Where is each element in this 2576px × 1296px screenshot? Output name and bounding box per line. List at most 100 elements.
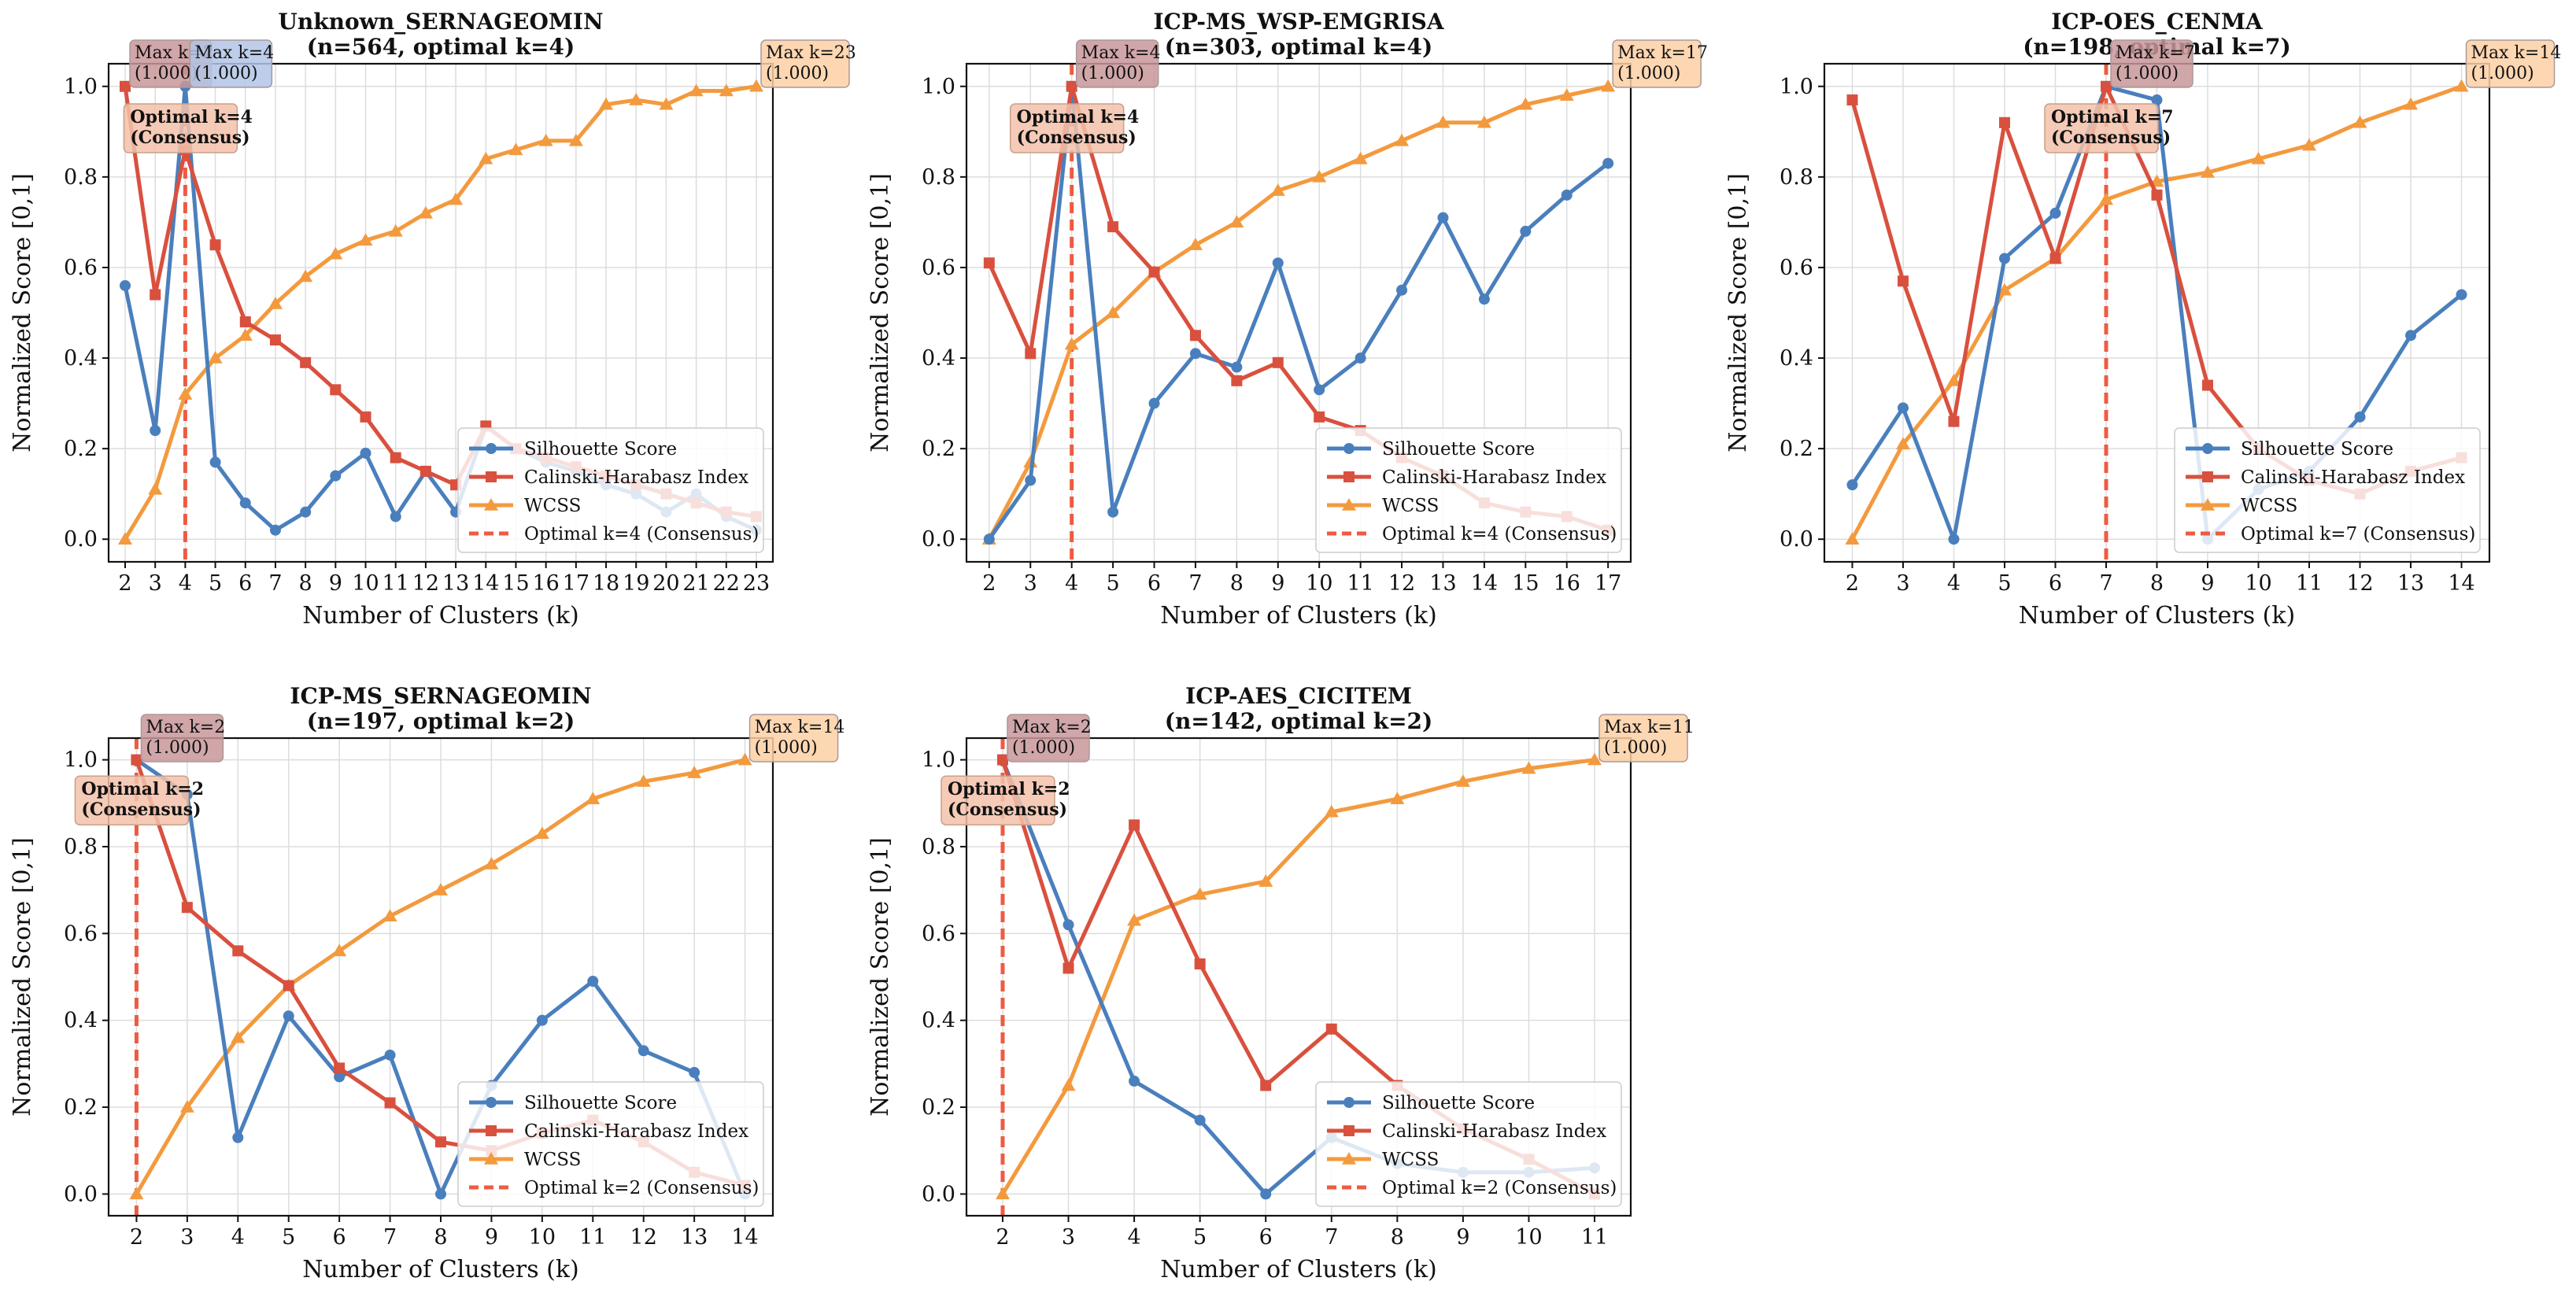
silhouette-point bbox=[536, 1014, 548, 1026]
wcss-point bbox=[1353, 151, 1368, 164]
silhouette-point bbox=[1129, 1075, 1140, 1087]
optimal-annotation-box bbox=[123, 103, 238, 153]
optimal-annotation-line1: Optimal k=4 bbox=[1017, 107, 1140, 127]
silhouette-point bbox=[1231, 361, 1243, 373]
calinski-point bbox=[1998, 116, 2010, 128]
silhouette-point bbox=[1148, 397, 1160, 409]
legend-box bbox=[1315, 1081, 1622, 1207]
x-axis-label: Number of Clusters (k) bbox=[1160, 1256, 1437, 1283]
optimal-annotation-box bbox=[74, 775, 190, 825]
silhouette-point bbox=[283, 1010, 294, 1022]
silhouette-point bbox=[334, 1071, 346, 1083]
max-annotation-box bbox=[2465, 39, 2556, 88]
calinski-point bbox=[269, 334, 281, 346]
silhouette-point bbox=[1437, 212, 1449, 223]
chart-title: ICP-MS_SERNAGEOMIN bbox=[290, 683, 591, 709]
legend-label-wcss: WCSS bbox=[524, 496, 581, 516]
x-tick-label: 2 bbox=[982, 571, 996, 596]
calinski-point bbox=[1948, 415, 1960, 427]
x-tick-label: 14 bbox=[472, 571, 499, 596]
y-tick-label: 0.2 bbox=[922, 1095, 955, 1120]
x-tick-label: 6 bbox=[1259, 1225, 1273, 1250]
chart-subtitle: (n=142, optimal k=2) bbox=[1165, 708, 1433, 734]
x-tick-label: 3 bbox=[1024, 571, 1037, 596]
max-annotation-line1: Max k=11 bbox=[1604, 718, 1695, 737]
silhouette-point bbox=[638, 1045, 649, 1057]
wcss-point bbox=[508, 142, 523, 156]
wcss-point bbox=[1229, 215, 1244, 228]
chart-panel-5: 2 3 4 5 6 7 8 9 10 11 0.0 0.2 0.4 0.6 0.8 1.0 ICP-AES_CI… bbox=[867, 683, 1695, 1283]
legend-label-wcss: WCSS bbox=[524, 1150, 581, 1170]
x-axis-label: Number of Clusters (k) bbox=[1160, 602, 1437, 630]
x-tick-label: 11 bbox=[579, 1225, 606, 1250]
calinski-point bbox=[1314, 411, 1325, 423]
wcss-point bbox=[2201, 165, 2216, 178]
wcss-point bbox=[332, 943, 347, 957]
calinski-point bbox=[1272, 356, 1284, 368]
max-annotation-line1: Max k=14 bbox=[2471, 43, 2562, 63]
y-axis-label: Normalized Score [0,1] bbox=[867, 837, 894, 1117]
legend-label-optimal: Optimal k=2 (Consensus) bbox=[1382, 1178, 1617, 1198]
x-tick-label: 4 bbox=[179, 571, 192, 596]
wcss-point bbox=[719, 83, 734, 97]
silhouette-point bbox=[689, 1066, 700, 1078]
x-tick-label: 10 bbox=[1306, 571, 1332, 596]
x-tick-label: 8 bbox=[1230, 571, 1244, 596]
x-tick-label: 19 bbox=[623, 571, 649, 596]
y-axis-label: Normalized Score [0,1] bbox=[1724, 173, 1752, 452]
silhouette-point bbox=[269, 524, 281, 536]
max-annotation-box bbox=[2110, 39, 2193, 88]
wcss-point bbox=[1518, 97, 1533, 110]
silhouette-series-line bbox=[987, 84, 1610, 541]
wcss-point bbox=[1324, 804, 1339, 818]
y-axis-label: Normalized Score [0,1] bbox=[9, 837, 36, 1117]
chart-title: ICP-AES_CICITEM bbox=[1185, 683, 1412, 709]
calinski-point bbox=[1107, 221, 1119, 233]
wcss-point bbox=[538, 133, 553, 146]
silhouette-point bbox=[239, 497, 251, 509]
calinski-point bbox=[983, 257, 995, 269]
wcss-point bbox=[1312, 169, 1327, 183]
y-tick-label: 0.6 bbox=[1780, 256, 1813, 280]
silhouette-point bbox=[1194, 1114, 1206, 1126]
calinski-point bbox=[1231, 375, 1243, 386]
x-tick-label: 11 bbox=[1581, 1225, 1608, 1250]
axes-frame bbox=[965, 737, 1632, 1217]
x-tick-label: 9 bbox=[1456, 1225, 1469, 1250]
wcss-point bbox=[2098, 192, 2113, 205]
max-annotation-line1: Max k=14 bbox=[755, 718, 845, 737]
silhouette-point bbox=[1189, 348, 1201, 360]
wcss-point bbox=[1895, 437, 1910, 450]
y-tick-label: 0.0 bbox=[64, 1182, 98, 1206]
legend-label-calinski: Calinski-Harabasz Index bbox=[524, 467, 748, 488]
max-annotation-box bbox=[760, 39, 850, 88]
calinski-point bbox=[435, 1136, 446, 1148]
x-tick-label: 12 bbox=[630, 1225, 657, 1250]
silhouette-point bbox=[1520, 225, 1532, 237]
legend-marker-wcss bbox=[1342, 498, 1356, 511]
max-annotation-line1: Max k=2 bbox=[146, 718, 225, 737]
wcss-point bbox=[1845, 532, 1860, 545]
x-tick-label: 18 bbox=[593, 571, 619, 596]
calinski-point bbox=[1129, 819, 1140, 831]
x-tick-label: 2 bbox=[1846, 571, 1859, 596]
max-annotation-line1: Max k=23 bbox=[766, 43, 856, 63]
chart-panel-1: 2 3 4 5 6 7 8 9 10 11 12 13 14 15 16 17 18 19 20 21 22 230.00… bbox=[9, 9, 856, 630]
y-tick-label: 0.2 bbox=[64, 1095, 98, 1120]
x-tick-label: 9 bbox=[329, 571, 342, 596]
calinski-point bbox=[120, 80, 131, 92]
y-tick-label: 1.0 bbox=[922, 748, 955, 773]
wcss-point bbox=[1188, 238, 1203, 250]
wcss-point bbox=[298, 269, 313, 282]
x-tick-label: 5 bbox=[1107, 571, 1120, 596]
x-tick-label: 10 bbox=[2245, 571, 2271, 596]
legend-label-silhouette: Silhouette Score bbox=[524, 439, 677, 460]
calinski-point bbox=[419, 465, 431, 477]
legend-marker-silhouette bbox=[1343, 1097, 1355, 1108]
x-tick-label: 6 bbox=[1148, 571, 1161, 596]
silhouette-point bbox=[232, 1132, 244, 1143]
y-tick-label: 0.8 bbox=[922, 835, 955, 859]
legend-marker-calinski bbox=[1343, 1125, 1355, 1136]
x-tick-label: 10 bbox=[1515, 1225, 1542, 1250]
